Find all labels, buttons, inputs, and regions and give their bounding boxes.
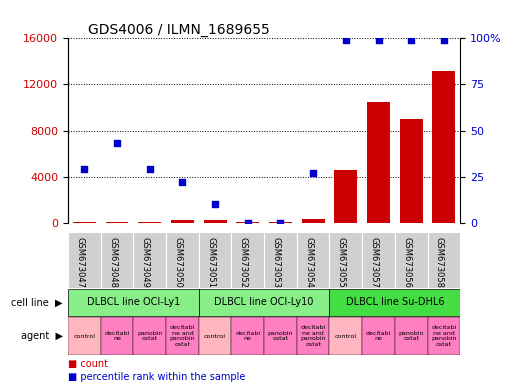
Bar xyxy=(231,317,264,355)
Text: decitabi
ne and
panobin
ostat: decitabi ne and panobin ostat xyxy=(300,325,326,347)
Text: decitabi
ne and
panobin
ostat: decitabi ne and panobin ostat xyxy=(169,325,195,347)
Bar xyxy=(138,222,161,223)
Text: GSM673058: GSM673058 xyxy=(435,237,444,288)
Bar xyxy=(264,317,297,355)
Text: GSM673048: GSM673048 xyxy=(108,237,117,288)
Text: cell line  ▶: cell line ▶ xyxy=(12,297,63,308)
Bar xyxy=(166,317,199,355)
Text: decitabi
ne: decitabi ne xyxy=(235,331,260,341)
Bar xyxy=(68,317,100,355)
Bar xyxy=(199,317,231,355)
Bar xyxy=(362,317,395,355)
Text: GSM673054: GSM673054 xyxy=(304,237,313,288)
Point xyxy=(145,166,154,172)
Point xyxy=(342,37,350,43)
Bar xyxy=(367,102,390,223)
Bar xyxy=(73,222,96,223)
Text: GDS4006 / ILMN_1689655: GDS4006 / ILMN_1689655 xyxy=(88,23,269,37)
Bar xyxy=(428,232,460,288)
Text: GSM673057: GSM673057 xyxy=(370,237,379,288)
Bar xyxy=(236,222,259,223)
Bar xyxy=(297,232,329,288)
Point xyxy=(80,166,88,172)
Bar xyxy=(199,289,329,316)
Bar xyxy=(334,170,357,223)
Bar xyxy=(199,232,231,288)
Point xyxy=(211,201,219,207)
Text: control: control xyxy=(335,333,357,339)
Bar xyxy=(302,219,325,223)
Bar xyxy=(395,232,428,288)
Bar xyxy=(269,222,292,223)
Bar xyxy=(106,222,129,223)
Point xyxy=(244,220,252,226)
Text: GSM673053: GSM673053 xyxy=(271,237,280,288)
Bar xyxy=(68,289,199,316)
Point xyxy=(309,170,317,176)
Text: GSM673051: GSM673051 xyxy=(206,237,215,288)
Text: decitabi
ne: decitabi ne xyxy=(105,331,130,341)
Text: GSM673052: GSM673052 xyxy=(239,237,248,288)
Text: panobin
ostat: panobin ostat xyxy=(399,331,424,341)
Bar xyxy=(433,71,456,223)
Text: control: control xyxy=(204,333,226,339)
Text: GSM673056: GSM673056 xyxy=(402,237,411,288)
Text: decitabi
ne and
panobin
ostat: decitabi ne and panobin ostat xyxy=(431,325,457,347)
Bar xyxy=(297,317,329,355)
Point xyxy=(178,179,187,185)
Text: GSM673049: GSM673049 xyxy=(141,237,150,288)
Text: panobin
ostat: panobin ostat xyxy=(137,331,163,341)
Text: decitabi
ne: decitabi ne xyxy=(366,331,391,341)
Text: GSM673047: GSM673047 xyxy=(75,237,84,288)
Bar xyxy=(428,317,460,355)
Point xyxy=(113,141,121,147)
Point xyxy=(276,220,285,226)
Point xyxy=(374,37,383,43)
Bar xyxy=(133,232,166,288)
Bar xyxy=(171,220,194,223)
Bar xyxy=(362,232,395,288)
Bar xyxy=(329,317,362,355)
Bar xyxy=(203,220,226,223)
Bar xyxy=(395,317,428,355)
Text: control: control xyxy=(73,333,95,339)
Bar xyxy=(329,232,362,288)
Text: GSM673055: GSM673055 xyxy=(337,237,346,288)
Text: DLBCL line OCI-Ly1: DLBCL line OCI-Ly1 xyxy=(87,297,180,308)
Text: panobin
ostat: panobin ostat xyxy=(268,331,293,341)
Bar xyxy=(68,232,100,288)
Text: GSM673050: GSM673050 xyxy=(174,237,183,288)
Bar xyxy=(231,232,264,288)
Bar xyxy=(100,232,133,288)
Text: DLBCL line OCI-Ly10: DLBCL line OCI-Ly10 xyxy=(214,297,314,308)
Point xyxy=(407,37,415,43)
Bar xyxy=(329,289,460,316)
Bar xyxy=(100,317,133,355)
Point xyxy=(440,37,448,43)
Bar xyxy=(166,232,199,288)
Bar xyxy=(264,232,297,288)
Text: DLBCL line Su-DHL6: DLBCL line Su-DHL6 xyxy=(346,297,444,308)
Bar xyxy=(400,119,423,223)
Text: agent  ▶: agent ▶ xyxy=(21,331,63,341)
Text: ■ count: ■ count xyxy=(68,359,108,369)
Bar xyxy=(133,317,166,355)
Text: ■ percentile rank within the sample: ■ percentile rank within the sample xyxy=(68,372,245,382)
